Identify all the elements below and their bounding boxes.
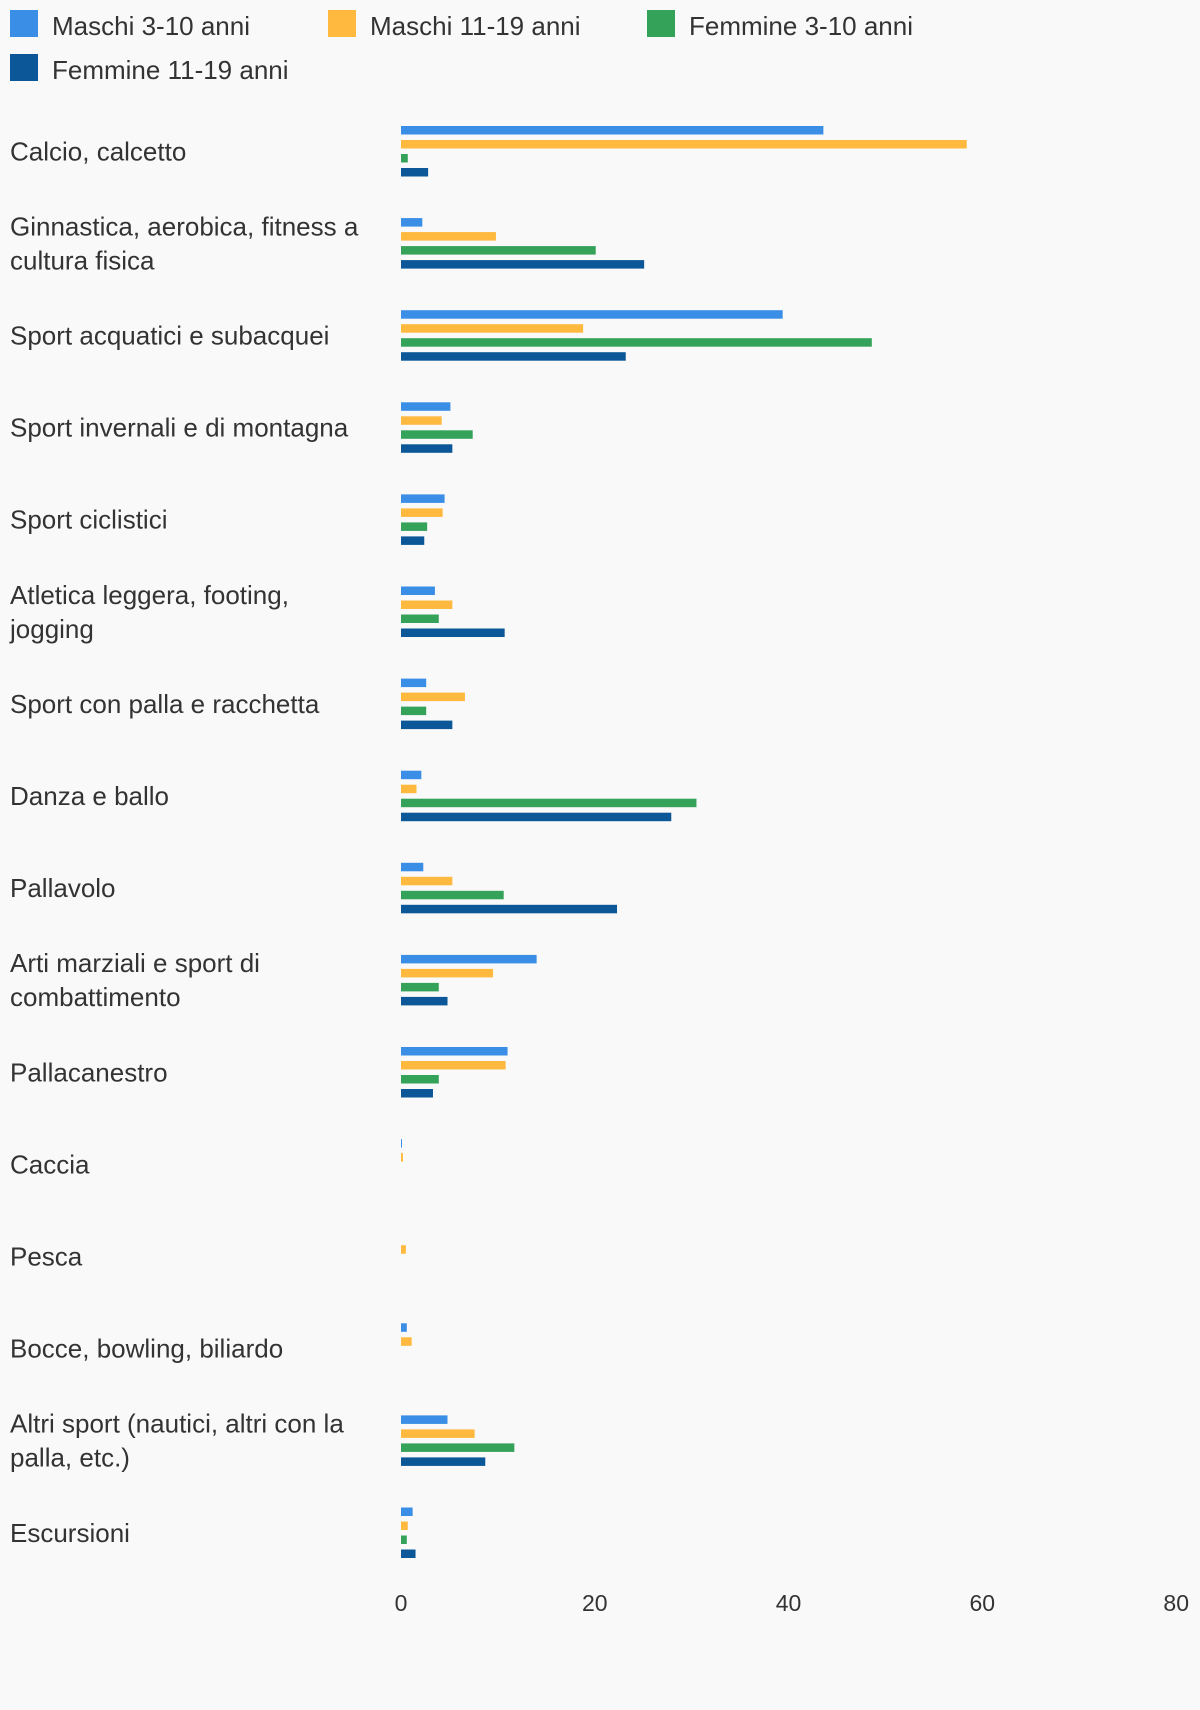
bar <box>401 812 672 822</box>
bar <box>401 338 872 347</box>
bar <box>401 324 584 333</box>
category-label: cultura fisica <box>10 245 155 275</box>
bar <box>401 260 645 269</box>
category-label: Altri sport (nautici, altri con la <box>10 1409 344 1439</box>
bar <box>401 614 439 623</box>
x-tick-label: 60 <box>969 1590 995 1616</box>
bar <box>401 904 618 914</box>
bar <box>401 522 428 531</box>
bar <box>401 968 494 978</box>
bar <box>401 126 824 135</box>
category-labels: Calcio, calcetto Ginnastica, aerobica, fi… <box>9 136 359 1548</box>
legend-swatch <box>647 10 675 37</box>
category-label: Arti marziali e sport di <box>10 948 260 978</box>
category-label: combattimento <box>10 982 181 1012</box>
bar <box>401 996 448 1006</box>
category-label: Sport con palla e racchetta <box>10 689 320 719</box>
category-label: Pallavolo <box>10 873 116 903</box>
legend-swatch <box>328 10 356 37</box>
bar <box>401 798 697 808</box>
bar <box>401 1047 508 1056</box>
bar <box>401 862 424 872</box>
category-label: Pallacanestro <box>10 1057 168 1087</box>
bar <box>401 1457 486 1466</box>
bar <box>401 352 626 361</box>
bar <box>401 246 596 255</box>
category-label: Sport ciclistici <box>10 505 167 535</box>
category-label: Caccia <box>10 1149 90 1179</box>
category-label: Sport invernali e di montagna <box>10 413 349 443</box>
bar <box>401 678 427 688</box>
category-label: Atletica leggera, footing, <box>10 580 289 610</box>
bar <box>401 1521 408 1530</box>
category-label: Danza e ballo <box>10 781 169 811</box>
category-label: Calcio, calcetto <box>10 136 186 166</box>
bar <box>401 876 453 886</box>
bar <box>401 1323 407 1332</box>
bar <box>401 310 783 319</box>
bar <box>401 600 453 609</box>
bar <box>401 1507 413 1516</box>
x-tick-label: 80 <box>1163 1590 1189 1616</box>
bar <box>401 508 443 517</box>
bar <box>401 628 505 637</box>
bar <box>401 416 442 425</box>
bar <box>401 1061 506 1070</box>
bar <box>401 1153 403 1162</box>
bar <box>401 1443 515 1452</box>
x-tick-label: 40 <box>776 1590 802 1616</box>
bar <box>401 706 427 716</box>
x-axis-ticks: 0 20 40 60 80 <box>395 1590 1189 1616</box>
category-label: Sport acquatici e subacquei <box>10 320 329 350</box>
bar <box>401 1337 412 1346</box>
category-label: Ginnastica, aerobica, fitness a <box>10 211 359 241</box>
bar <box>401 444 453 453</box>
bar <box>401 1415 448 1424</box>
legend-label: Femmine 3-10 anni <box>689 11 913 41</box>
bars <box>401 126 967 1558</box>
bar <box>401 536 425 545</box>
category-label: jogging <box>9 614 94 644</box>
legend-swatch <box>10 54 38 81</box>
x-tick-label: 20 <box>582 1590 608 1616</box>
legend: Maschi 3-10 anni Maschi 11-19 anni Femmine… <box>10 10 913 85</box>
category-label: palla, etc.) <box>10 1443 130 1473</box>
legend-label: Femmine 11-19 anni <box>52 55 289 85</box>
bar <box>401 430 473 439</box>
legend-label: Maschi 11-19 anni <box>370 11 581 41</box>
bar <box>401 168 429 177</box>
bar <box>401 1429 475 1438</box>
bar <box>401 140 967 149</box>
category-label: Escursioni <box>10 1518 130 1548</box>
legend-swatch <box>10 10 38 37</box>
x-tick-label: 0 <box>395 1590 408 1616</box>
bar <box>401 1535 407 1544</box>
legend-label: Maschi 3-10 anni <box>52 11 250 41</box>
bar <box>401 402 451 411</box>
bar <box>401 954 537 964</box>
bar <box>401 494 445 503</box>
bar <box>401 784 417 794</box>
category-label: Pesca <box>10 1241 83 1271</box>
bar <box>401 218 423 227</box>
bar <box>401 1245 406 1254</box>
bar <box>401 692 465 702</box>
bar <box>401 1075 439 1084</box>
bar <box>401 1139 402 1148</box>
category-label: Bocce, bowling, biliardo <box>10 1334 283 1364</box>
bar <box>401 770 422 780</box>
bar <box>401 586 435 595</box>
bar <box>401 720 453 730</box>
bar <box>401 890 504 900</box>
bar <box>401 154 408 163</box>
bar <box>401 1549 416 1558</box>
bar <box>401 232 496 241</box>
bar <box>401 1089 433 1098</box>
bar <box>401 982 439 992</box>
